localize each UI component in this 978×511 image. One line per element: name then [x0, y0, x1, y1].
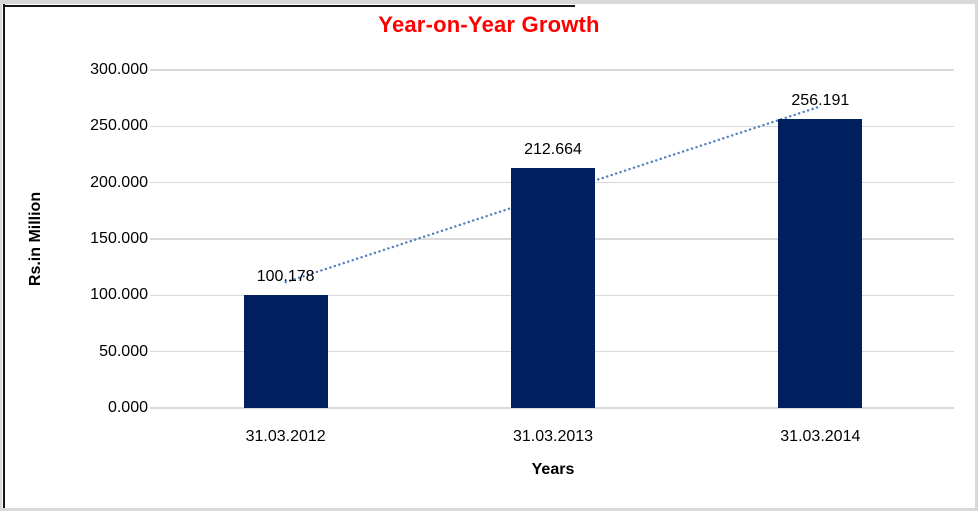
x-axis-title: Years [531, 461, 575, 478]
screenshot-edge-right [975, 0, 978, 511]
chart-title: Year-on-Year Growth [378, 12, 600, 37]
gridline [150, 125, 954, 128]
bar [511, 168, 595, 408]
plot-area: 100.178 212.664 256.191 [150, 69, 954, 409]
y-axis-tick-label: 100.000 [90, 286, 148, 304]
gridline [150, 407, 954, 409]
x-axis-tick-label: 31.03.2013 [512, 428, 594, 445]
y-axis-tick-label: 250.000 [90, 117, 148, 135]
chart-object-border-top [3, 5, 575, 7]
bar [243, 295, 328, 408]
data-label: 212.664 [524, 141, 582, 159]
data-label: 256.191 [791, 92, 850, 110]
y-axis-tick-label: 200.000 [90, 173, 148, 191]
x-axis-tick-label: 31.03.2012 [245, 428, 326, 445]
bar [778, 119, 863, 408]
screenshot-edge-bottom [0, 508, 978, 511]
data-label: 100.178 [256, 268, 315, 286]
x-axis-tick-label: 31.03.2014 [780, 428, 861, 445]
gridline [150, 69, 954, 71]
y-axis-tick-label: 0.000 [107, 399, 148, 416]
screenshot-edge-top [0, 0, 978, 4]
y-axis-tick-label: 50.000 [99, 342, 148, 360]
chart-object-border-left [3, 4, 5, 508]
y-axis-tick-label: 150.000 [90, 230, 148, 247]
y-axis-tick-label: 300.000 [90, 61, 148, 78]
screenshot-edge-left [0, 0, 2, 511]
